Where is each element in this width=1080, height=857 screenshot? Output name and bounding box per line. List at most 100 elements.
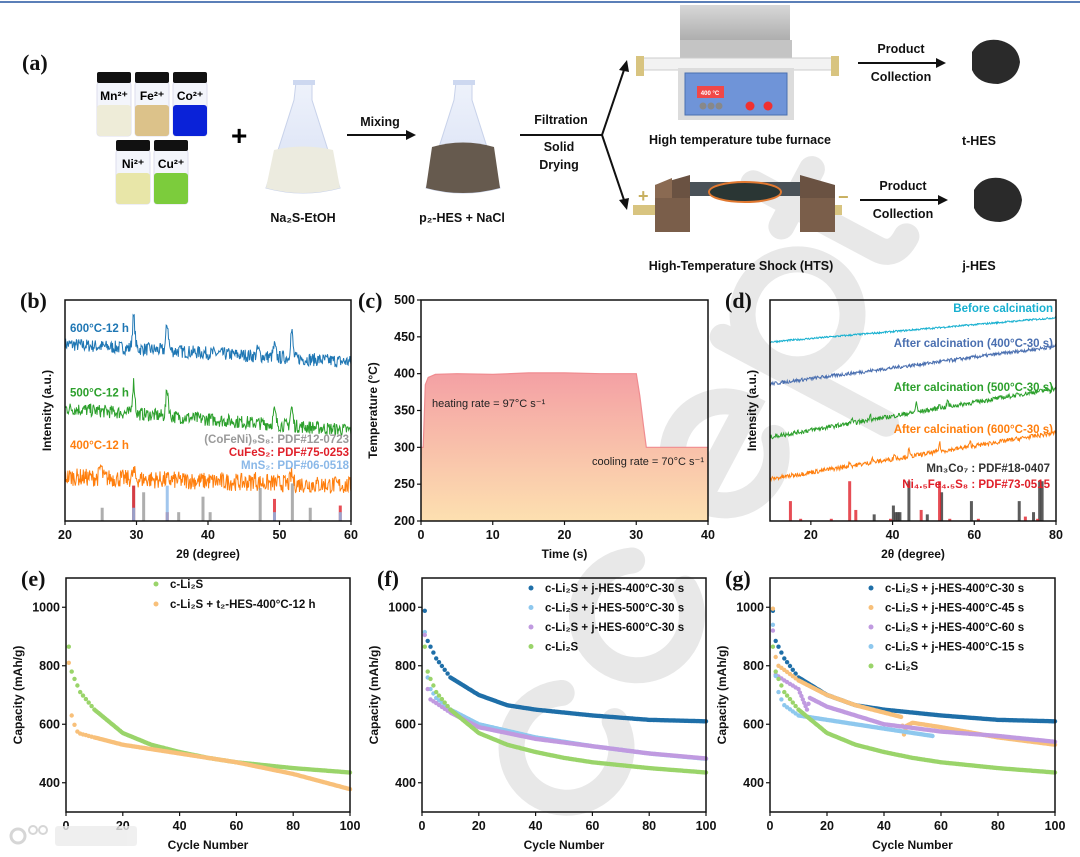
panel-label: (c) [358, 288, 382, 313]
data-point [439, 663, 445, 669]
data-point [802, 700, 807, 705]
data-point [776, 689, 781, 695]
data-point [773, 638, 778, 644]
data-point [799, 693, 804, 699]
data-point [428, 644, 433, 649]
filtration-label: Filtration [534, 113, 587, 127]
x-tick-label: 50 [273, 528, 287, 542]
y-axis-title: Capacity (mAh/g) [11, 646, 25, 745]
series-label: After calcination (400°C-30 s) [894, 338, 1053, 350]
reference-stick [1032, 512, 1036, 521]
vial: Cu²⁺ [153, 140, 189, 205]
reference-stick [788, 501, 792, 521]
x-tick-label: 60 [967, 528, 981, 542]
series-label: Before calcination [953, 303, 1053, 315]
reference-stick [100, 507, 104, 521]
series-label: 500°C-12 h [70, 387, 129, 399]
data-point [66, 660, 72, 665]
reference-stick [1040, 481, 1044, 521]
series-1 [66, 660, 353, 792]
reference-stick [889, 518, 893, 521]
legend-label: c-Li₂S + t₂-HES-400°C-12 h [170, 599, 316, 611]
x-tick-label: 60 [344, 528, 358, 542]
vial-cap [154, 140, 188, 151]
tube-furnace-illustration: 400 °C [636, 5, 839, 120]
legend-marker [528, 605, 534, 610]
vial-cap [116, 140, 150, 151]
x-tick-label: 100 [1045, 819, 1066, 833]
x-axis-title: 2θ (degree) [881, 547, 945, 561]
legend-marker [528, 644, 534, 649]
data-point [784, 693, 790, 698]
vial: Co²⁺ [172, 72, 208, 137]
x-tick-label: 80 [991, 819, 1005, 833]
chart-f: (f) c-Li₂S + j-HES-400°C-30 s c-Li₂S + j-H… [367, 566, 716, 852]
reference-stick [258, 487, 262, 521]
logo-watermark [9, 825, 137, 846]
x-tick-label: 60 [229, 819, 243, 833]
data-point [431, 650, 436, 655]
panel-label-a: (a) [22, 50, 48, 75]
legend-label: c-Li₂S + j-HES-400°C-30 s [545, 583, 684, 595]
data-point [782, 689, 787, 695]
na2s-etoh-label: Na₂S-EtOH [270, 211, 335, 225]
reference-stick [338, 512, 342, 521]
legend-marker [868, 585, 874, 591]
legend-label: c-Li₂S + j-HES-400°C-60 s [885, 622, 1024, 634]
reference-stick [1036, 518, 1040, 521]
legend-marker [868, 644, 874, 649]
reference-stick [201, 496, 205, 521]
x-tick-label: 40 [886, 528, 900, 542]
reference-stick [969, 501, 973, 521]
x-axis-title: Cycle Number [524, 838, 605, 852]
legend-label: c-Li₂S [545, 642, 579, 654]
reference-stick [948, 518, 952, 521]
x-tick-label: 20 [58, 528, 72, 542]
x-tick-label: 40 [173, 819, 187, 833]
data-point [422, 644, 427, 649]
j-hes-label: j-HES [961, 259, 995, 273]
data-point [422, 608, 427, 613]
panel-label: (d) [725, 288, 752, 313]
data-point [790, 667, 795, 672]
y-tick-label: 1000 [388, 600, 416, 614]
y-tick-label: 500 [394, 293, 415, 307]
legend-marker [528, 624, 534, 630]
panel-label: (g) [725, 566, 751, 591]
y-axis-title: Intensity (a.u.) [40, 370, 54, 451]
reference-label: MnS₂: PDF#06-0518 [241, 460, 350, 472]
y-tick-label: 300 [394, 440, 415, 454]
data-point [66, 644, 72, 649]
reference-label: (CoFeNi)₉S₈: PDF#12-0723 [204, 434, 349, 446]
plot-frame [65, 577, 351, 813]
x-tick-label: 80 [286, 819, 300, 833]
vial-solution [116, 173, 150, 204]
chart-b: (b) 600°C-12 h 500°C-12 h 400°C-12 h (CoFeNi… [20, 288, 358, 561]
reference-stick [872, 514, 876, 521]
t-hes-label: t-HES [962, 134, 996, 148]
x-axis-title: Time (s) [542, 547, 588, 561]
data-point [69, 713, 74, 718]
data-point [784, 660, 790, 665]
ion-label: Co²⁺ [177, 89, 203, 103]
xrd-pattern [769, 343, 1057, 387]
y-axis-title: Capacity (mAh/g) [715, 646, 729, 745]
data-point [796, 686, 801, 692]
y-tick-label: 1000 [736, 600, 764, 614]
data-point [770, 622, 776, 627]
legend-label: c-Li₂S [170, 579, 204, 591]
reference-stick [894, 512, 898, 521]
reference-stick [272, 498, 276, 521]
x-tick-label: 30 [629, 528, 643, 542]
x-tick-label: 0 [419, 819, 426, 833]
furnace-display: 400 °C [701, 91, 720, 97]
data-point [425, 686, 430, 692]
reference-stick [940, 492, 944, 521]
metal-ion-vials: Mn²⁺ Fe²⁺ Co²⁺ Ni²⁺ Cu²⁺ [96, 72, 208, 205]
branch-arrows [600, 66, 626, 204]
x-tick-label: 0 [767, 819, 774, 833]
reference-stick [290, 483, 294, 521]
x-tick-label: 40 [201, 528, 215, 542]
reference-stick [829, 518, 833, 521]
